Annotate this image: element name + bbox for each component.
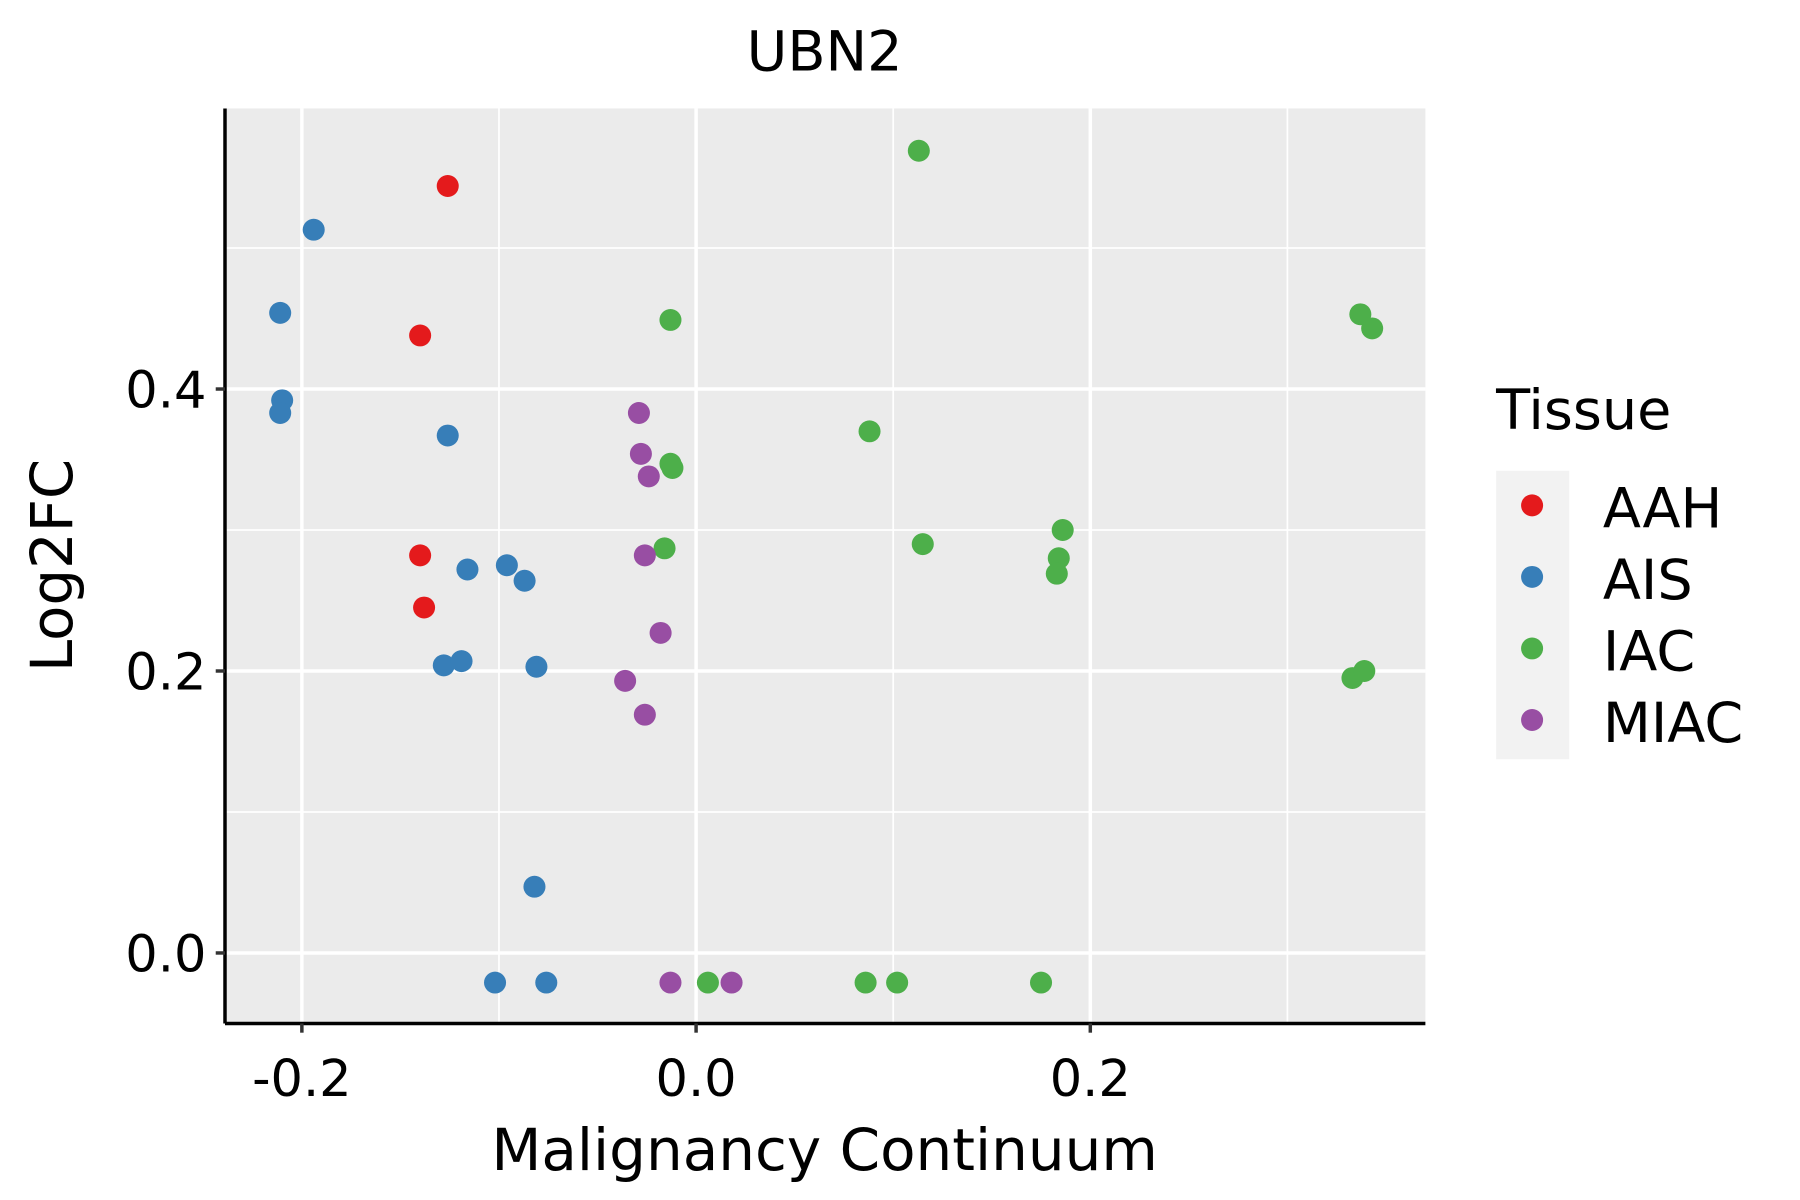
point-miac [633, 703, 656, 726]
point-miac [614, 669, 637, 692]
point-ais [450, 650, 473, 673]
point-iac [1045, 562, 1068, 585]
point-ais [535, 971, 558, 994]
legend-label: IAC [1603, 620, 1695, 685]
point-iac [1353, 660, 1376, 682]
point-aah [409, 544, 432, 567]
x-axis-title: Malignancy Continuum [491, 1116, 1157, 1184]
point-ais [525, 655, 548, 678]
point-miac [649, 621, 672, 644]
y-tick-label: 0.2 [125, 644, 206, 703]
point-ais [484, 971, 507, 994]
point-aah [409, 324, 432, 347]
point-iac [1051, 519, 1074, 541]
point-ais [302, 218, 325, 241]
legend-key-iac [1521, 637, 1544, 660]
point-iac [661, 457, 684, 479]
y-tick-label: 0.0 [125, 926, 206, 985]
legend-title: Tissue [1495, 378, 1671, 443]
point-iac [1030, 971, 1053, 994]
point-ais [523, 875, 546, 898]
point-iac [854, 971, 877, 994]
point-miac [659, 971, 682, 994]
x-tick-label: 0.0 [656, 1050, 737, 1109]
point-miac [720, 971, 743, 994]
chart-title: UBN2 [747, 20, 903, 85]
point-iac [696, 971, 719, 994]
point-iac [659, 308, 682, 331]
point-ais [269, 402, 292, 424]
grid [225, 108, 1426, 1024]
y-tick-label: 0.4 [125, 362, 206, 421]
point-aah [436, 175, 459, 197]
point-ais [269, 301, 292, 324]
point-ais [495, 554, 518, 577]
point-ais [456, 558, 479, 581]
point-miac [637, 465, 660, 488]
point-iac [858, 420, 881, 443]
points [269, 139, 1384, 994]
x-tick-label: 0.2 [1050, 1050, 1131, 1109]
x-tick-label: -0.2 [252, 1050, 352, 1109]
plot-panel [225, 108, 1426, 1024]
ticks: -0.2 0.0 0.2 0.0 0.2 0.4 [125, 362, 1131, 1110]
point-iac [653, 537, 676, 560]
point-iac [1361, 317, 1384, 340]
point-miac [627, 402, 650, 424]
point-ais [432, 654, 455, 677]
point-ais [436, 424, 459, 447]
legend-label: AAH [1603, 476, 1723, 541]
point-iac [911, 533, 934, 556]
y-axis-title: Log2FC [18, 459, 86, 672]
legend-key-miac [1521, 709, 1544, 731]
point-miac [633, 544, 656, 567]
legend-key-ais [1521, 565, 1544, 588]
legend-key-aah [1521, 494, 1544, 517]
point-ais [513, 569, 536, 592]
point-aah [413, 596, 436, 619]
point-iac [886, 971, 909, 994]
legend-label: AIS [1603, 548, 1693, 613]
point-miac [629, 442, 652, 465]
point-iac [907, 139, 930, 162]
legend-label: MIAC [1603, 691, 1743, 756]
